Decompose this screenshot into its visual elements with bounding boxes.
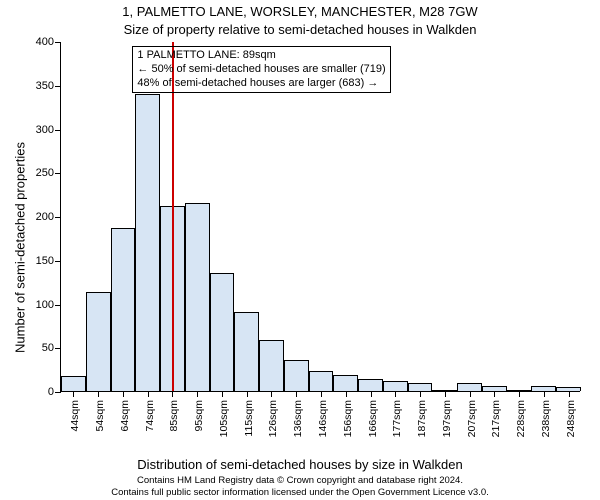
x-tick (148, 391, 149, 397)
x-tick-label: 146sqm (317, 400, 329, 437)
y-tick (55, 261, 61, 262)
x-tick-label: 44sqm (69, 400, 81, 432)
x-tick (395, 391, 396, 397)
x-tick (371, 391, 372, 397)
x-axis-label: Distribution of semi-detached houses by … (0, 457, 600, 472)
chart-title: 1, PALMETTO LANE, WORSLEY, MANCHESTER, M… (0, 4, 600, 19)
y-tick-label: 50 (0, 342, 54, 354)
y-tick (55, 42, 61, 43)
annotation-box: 1 PALMETTO LANE: 89sqm ← 50% of semi-det… (132, 46, 390, 93)
x-tick (197, 391, 198, 397)
x-tick (569, 391, 570, 397)
y-tick-label: 400 (0, 36, 54, 48)
bars-layer (61, 42, 580, 391)
x-tick-label: 115sqm (243, 400, 255, 437)
x-tick-label: 228sqm (515, 400, 527, 437)
credits-line-1: Contains HM Land Registry data © Crown c… (0, 475, 600, 486)
chart-subtitle: Size of property relative to semi-detach… (0, 22, 600, 37)
x-tick (470, 391, 471, 397)
chart-container: 1, PALMETTO LANE, WORSLEY, MANCHESTER, M… (0, 0, 600, 500)
x-tick-label: 177sqm (391, 400, 403, 437)
histogram-bar (358, 379, 383, 391)
histogram-bar (135, 94, 160, 392)
y-tick (55, 86, 61, 87)
y-tick (55, 217, 61, 218)
y-tick (55, 305, 61, 306)
histogram-bar (61, 376, 86, 391)
x-tick (445, 391, 446, 397)
x-tick (98, 391, 99, 397)
x-tick (494, 391, 495, 397)
histogram-bar (408, 383, 433, 391)
histogram-bar (185, 203, 210, 391)
x-tick (519, 391, 520, 397)
histogram-bar (111, 228, 136, 391)
x-tick-label: 95sqm (193, 400, 205, 432)
x-tick-label: 126sqm (267, 400, 279, 437)
y-tick (55, 348, 61, 349)
x-tick-label: 136sqm (292, 400, 304, 437)
histogram-bar (333, 375, 358, 391)
x-tick-label: 187sqm (416, 400, 428, 437)
y-tick-label: 100 (0, 299, 54, 311)
x-tick (321, 391, 322, 397)
annotation-line-3: 48% of semi-detached houses are larger (… (137, 77, 385, 91)
y-tick-label: 350 (0, 80, 54, 92)
x-tick (420, 391, 421, 397)
x-tick-label: 105sqm (218, 400, 230, 437)
x-tick-label: 207sqm (466, 400, 478, 437)
histogram-bar (457, 383, 482, 391)
plot-area: 1 PALMETTO LANE: 89sqm ← 50% of semi-det… (60, 42, 580, 392)
y-tick-label: 0 (0, 386, 54, 398)
y-tick-label: 250 (0, 167, 54, 179)
reference-line (172, 42, 174, 391)
x-tick (222, 391, 223, 397)
x-tick (544, 391, 545, 397)
x-tick (73, 391, 74, 397)
x-tick-label: 54sqm (94, 400, 106, 432)
x-tick (247, 391, 248, 397)
x-tick-label: 217sqm (490, 400, 502, 437)
y-tick-label: 200 (0, 211, 54, 223)
credits-line-2: Contains full public sector information … (0, 487, 600, 498)
annotation-line-2: ← 50% of semi-detached houses are smalle… (137, 63, 385, 77)
y-tick (55, 130, 61, 131)
x-tick-label: 64sqm (119, 400, 131, 432)
annotation-line-1: 1 PALMETTO LANE: 89sqm (137, 49, 385, 63)
x-tick-label: 197sqm (441, 400, 453, 437)
histogram-bar (284, 360, 309, 392)
x-tick-label: 85sqm (168, 400, 180, 432)
x-tick (123, 391, 124, 397)
credits: Contains HM Land Registry data © Crown c… (0, 475, 600, 498)
y-tick (55, 392, 61, 393)
x-tick (172, 391, 173, 397)
y-tick-label: 150 (0, 255, 54, 267)
histogram-bar (309, 371, 334, 391)
histogram-bar (259, 340, 284, 391)
histogram-bar (234, 312, 259, 391)
histogram-bar (86, 292, 111, 391)
x-tick (296, 391, 297, 397)
y-tick (55, 173, 61, 174)
x-tick-label: 156sqm (342, 400, 354, 437)
x-tick-label: 248sqm (565, 400, 577, 437)
x-tick (271, 391, 272, 397)
x-tick-label: 238sqm (540, 400, 552, 437)
x-tick-label: 74sqm (144, 400, 156, 432)
x-tick-label: 166sqm (367, 400, 379, 437)
y-tick-label: 300 (0, 124, 54, 136)
histogram-bar (210, 273, 235, 391)
histogram-bar (383, 381, 408, 392)
x-tick (346, 391, 347, 397)
